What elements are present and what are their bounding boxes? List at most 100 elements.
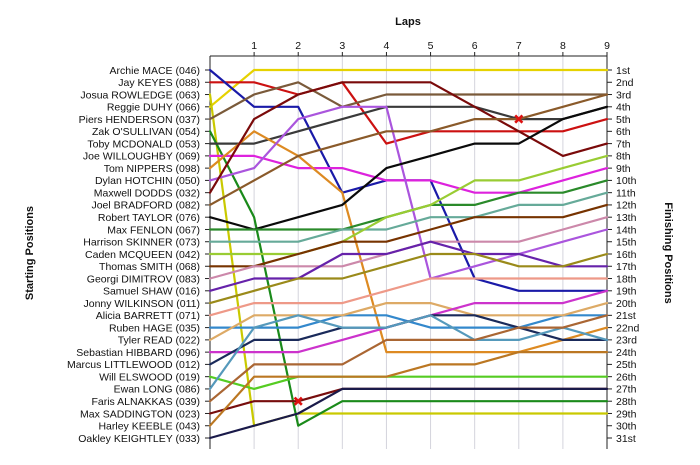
lap-tick-label: 2 — [295, 40, 301, 52]
starting-position-label: Faris ALNAKKAS (039) — [91, 396, 200, 408]
series-line-23 — [208, 302, 609, 341]
lap-tick-label: 1 — [251, 40, 257, 52]
finishing-position-label: 12th — [616, 200, 637, 212]
finishing-position-label: 21st — [616, 310, 636, 322]
starting-position-label: Thomas SMITH (068) — [99, 261, 200, 273]
starting-position-label: Alicia BARRETT (071) — [96, 310, 200, 322]
cross-stroke — [514, 114, 524, 124]
series-line-15 — [208, 191, 609, 243]
series-line-31 — [208, 387, 609, 440]
starting-position-label: Reggie DUHY (066) — [107, 102, 200, 114]
finishing-position-label: 8th — [616, 151, 631, 163]
starting-position-label: Jay KEYES (088) — [118, 77, 200, 89]
starting-position-label: Oakley KEIGHTLEY (033) — [78, 433, 200, 445]
finishing-position-label: 16th — [616, 249, 637, 261]
series-line-16 — [208, 154, 609, 256]
finishing-position-label: 20th — [616, 298, 637, 310]
finishing-position-label: 18th — [616, 273, 637, 285]
finishing-position-label: 2nd — [616, 77, 634, 89]
right-axis-title: Finishing Positions — [662, 202, 674, 303]
finishing-position-label: 1st — [616, 65, 630, 77]
series-line-12 — [208, 93, 609, 206]
starting-position-label: Ruben HAGE (035) — [109, 322, 200, 334]
series-line-26 — [208, 375, 609, 390]
finishing-position-label: 9th — [616, 163, 631, 175]
starting-position-label: Maxwell DODDS (032) — [94, 187, 200, 199]
finishing-position-label: 27th — [616, 384, 637, 396]
finishing-position-label: 22nd — [616, 322, 640, 334]
finishing-position-label: 28th — [616, 396, 637, 408]
cross-stroke — [293, 396, 303, 406]
left-axis-title: Starting Positions — [24, 206, 36, 300]
lap-tick-label: 6 — [472, 40, 478, 52]
starting-position-label: Josua ROWLEDGE (063) — [80, 89, 200, 101]
finishing-position-label: 4th — [616, 102, 631, 114]
starting-position-label: Joe WILLOUGHBY (069) — [83, 151, 200, 163]
starting-position-label: Joel BRADFORD (082) — [91, 200, 200, 212]
lap-tick-label: 7 — [516, 40, 522, 52]
starting-position-label: Piers HENDERSON (037) — [79, 114, 200, 126]
series-line-27 — [208, 314, 609, 390]
finishing-position-label: 29th — [616, 408, 637, 420]
finishing-position-label: 11th — [616, 187, 636, 199]
series-line-11 — [208, 81, 609, 194]
finishing-position-label: 7th — [616, 138, 631, 150]
axes: 1 2 3 4 5 6 7 8 9 — [205, 40, 612, 449]
finishing-position-label: 15th — [616, 237, 637, 249]
starting-position-label: Samuel SHAW (016) — [103, 286, 200, 298]
labels: Archie MACE (046)Jay KEYES (088)Josua RO… — [67, 65, 640, 445]
starting-position-label: Jonny WILKINSON (011) — [83, 298, 200, 310]
series-lines — [208, 68, 609, 440]
finishing-position-label: 23rd — [616, 335, 637, 347]
starting-position-label: Max SADDINGTON (023) — [80, 408, 200, 420]
starting-position-label: Caden MCQUEEN (042) — [85, 249, 200, 261]
finishing-position-label: 19th — [616, 286, 637, 298]
cross-marker-1 — [514, 114, 524, 124]
finishing-position-label: 31st — [616, 433, 636, 445]
starting-position-label: Harley KEEBLE (043) — [98, 421, 200, 433]
starting-position-label: Dylan HOTCHIN (050) — [95, 175, 200, 187]
series-line-10 — [208, 105, 609, 280]
starting-position-label: Archie MACE (046) — [110, 65, 200, 77]
series-line-20 — [208, 252, 609, 305]
starting-position-label: Tom NIPPERS (098) — [104, 163, 200, 175]
series-line-28 — [208, 314, 609, 403]
finishing-position-label: 14th — [616, 224, 637, 236]
starting-position-label: Sebastian HIBBARD (096) — [76, 347, 200, 359]
series-line-5 — [208, 81, 609, 121]
starting-position-label: Max FENLON (067) — [107, 224, 200, 236]
finishing-position-label: 25th — [616, 359, 637, 371]
finishing-position-label: 24th — [616, 347, 637, 359]
markers — [293, 114, 524, 406]
finishing-position-label: 17th — [616, 261, 637, 273]
x-axis-title: Laps — [395, 16, 421, 28]
starting-position-label: Toby MCDONALD (053) — [87, 138, 200, 150]
finishing-position-label: 13th — [616, 212, 637, 224]
finishing-position-label: 5th — [616, 114, 631, 126]
starting-position-label: Harrison SKINNER (073) — [83, 237, 200, 249]
cross-marker-2 — [293, 396, 303, 406]
series-line-1 — [208, 68, 609, 108]
series-line-8 — [208, 154, 609, 194]
series-line-13 — [208, 105, 609, 231]
lap-tick-label: 8 — [560, 40, 566, 52]
starting-position-label: Ewan LONG (086) — [114, 384, 200, 396]
starting-position-label: Robert TAYLOR (076) — [98, 212, 200, 224]
finishing-position-label: 30th — [616, 421, 637, 433]
finishing-position-label: 6th — [616, 126, 631, 138]
starting-position-label: Zak O'SULLIVAN (054) — [92, 126, 200, 138]
finishing-position-label: 10th — [616, 175, 637, 187]
starting-position-label: Tyler READ (022) — [118, 335, 200, 347]
series-line-21 — [208, 277, 609, 317]
series-line-17 — [208, 203, 609, 268]
series-line-19 — [208, 240, 609, 292]
starting-position-label: Will ELSWOOD (019) — [99, 371, 200, 383]
finishing-position-label: 26th — [616, 371, 637, 383]
lap-tick-label: 4 — [384, 40, 390, 52]
starting-position-label: Georgi DIMITROV (083) — [87, 273, 200, 285]
finishing-position-label: 3rd — [616, 89, 631, 101]
lap-tick-label: 5 — [428, 40, 434, 52]
series-line-7 — [208, 105, 609, 145]
